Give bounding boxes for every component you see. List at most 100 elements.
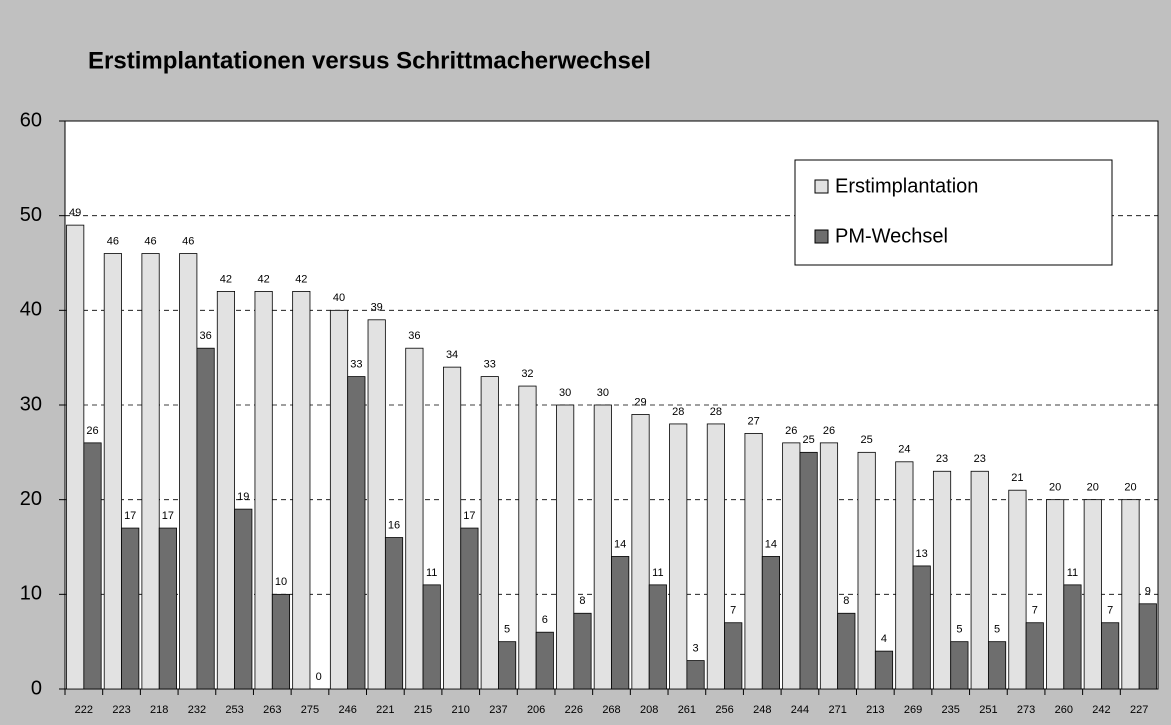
x-tick-label: 226 <box>565 704 583 716</box>
bar <box>724 622 743 690</box>
bar <box>535 631 554 690</box>
y-tick-label: 60 <box>20 109 42 131</box>
bar <box>799 451 818 690</box>
bar <box>498 641 517 690</box>
value-label: 11 <box>426 567 437 579</box>
value-label: 25 <box>802 434 814 446</box>
bar <box>950 641 969 690</box>
value-label: 46 <box>144 235 156 247</box>
bar <box>1046 499 1065 690</box>
value-label: 34 <box>446 349 458 361</box>
value-label: 16 <box>388 519 400 531</box>
bar <box>234 508 253 690</box>
value-label: 49 <box>69 207 81 219</box>
bar <box>254 290 273 690</box>
x-tick-label: 206 <box>527 704 545 716</box>
value-label: 3 <box>692 643 698 655</box>
bar <box>819 442 839 690</box>
value-label: 42 <box>257 273 269 285</box>
value-label: 23 <box>974 453 986 465</box>
value-label: 21 <box>1011 472 1023 484</box>
bar <box>895 461 914 690</box>
bar <box>932 470 952 690</box>
y-tick-label: 20 <box>20 488 42 510</box>
x-tick-label: 248 <box>753 704 771 716</box>
x-tick-label: 269 <box>904 704 922 716</box>
value-label: 17 <box>463 510 475 522</box>
value-label: 8 <box>579 595 585 607</box>
x-tick-label: 213 <box>866 704 884 716</box>
value-label: 32 <box>521 368 533 380</box>
value-label: 25 <box>861 434 873 446</box>
bar <box>648 584 667 690</box>
x-tick-label: 271 <box>828 704 846 716</box>
x-tick-label: 242 <box>1092 704 1110 716</box>
bar <box>686 660 705 690</box>
bar <box>573 612 592 690</box>
bar <box>1101 622 1120 690</box>
bar <box>706 423 725 690</box>
bar <box>271 593 291 690</box>
legend-swatch <box>814 229 829 244</box>
bar <box>443 366 462 690</box>
value-label: 40 <box>333 292 345 304</box>
x-tick-label: 223 <box>112 704 130 716</box>
value-label: 36 <box>199 330 211 342</box>
value-label: 26 <box>823 425 835 437</box>
value-label: 23 <box>936 453 948 465</box>
bar <box>1138 603 1157 690</box>
value-label: 46 <box>107 235 119 247</box>
value-label: 27 <box>747 415 759 427</box>
x-tick-label: 260 <box>1055 704 1073 716</box>
x-tick-label: 210 <box>452 704 470 716</box>
bar <box>1121 499 1140 690</box>
bar <box>1063 584 1082 690</box>
value-label: 7 <box>730 605 736 617</box>
value-label: 42 <box>295 273 307 285</box>
bar <box>422 584 441 690</box>
value-label: 26 <box>785 425 797 437</box>
bar <box>518 385 537 690</box>
bar <box>669 423 688 690</box>
bar <box>158 527 177 690</box>
bar <box>329 309 349 690</box>
x-tick-label: 227 <box>1130 704 1148 716</box>
value-label: 0 <box>316 671 322 683</box>
bar <box>367 319 386 690</box>
value-label: 6 <box>542 614 548 626</box>
value-label: 8 <box>843 595 849 607</box>
bar <box>405 347 424 690</box>
bar <box>347 376 366 690</box>
bar <box>103 253 122 690</box>
value-label: 30 <box>597 387 609 399</box>
value-label: 42 <box>220 273 232 285</box>
x-tick-label: 275 <box>301 704 319 716</box>
value-label: 39 <box>371 302 383 314</box>
bar <box>761 556 780 690</box>
value-label: 20 <box>1124 482 1136 494</box>
bar <box>874 650 894 690</box>
value-label: 30 <box>559 387 571 399</box>
legend-label: Erstimplantation <box>835 175 978 197</box>
value-label: 5 <box>504 624 510 636</box>
bar <box>857 451 876 690</box>
x-tick-label: 251 <box>979 704 997 716</box>
value-label: 13 <box>916 548 928 560</box>
y-tick-label: 40 <box>20 299 42 321</box>
bar <box>83 442 102 690</box>
bar <box>611 556 630 690</box>
value-label: 9 <box>1145 586 1151 598</box>
bar <box>179 253 198 690</box>
bar <box>782 442 801 690</box>
x-tick-label: 246 <box>338 704 356 716</box>
value-label: 33 <box>484 359 496 371</box>
value-label: 36 <box>408 330 420 342</box>
bar <box>292 290 311 690</box>
y-tick-label: 10 <box>20 583 42 605</box>
x-tick-label: 273 <box>1017 704 1035 716</box>
chart-title: Erstimplantationen versus Schrittmacherw… <box>88 47 651 74</box>
bar <box>744 432 763 690</box>
value-label: 14 <box>765 538 777 550</box>
x-tick-label: 222 <box>75 704 93 716</box>
